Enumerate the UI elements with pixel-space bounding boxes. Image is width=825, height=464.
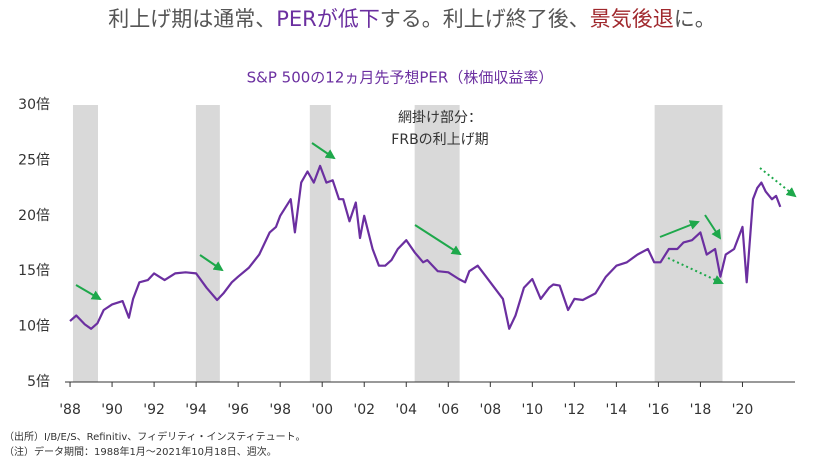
x-tick-label: '10 [521, 402, 543, 418]
x-tick-label: '96 [227, 402, 249, 418]
x-tick-label: '88 [59, 402, 81, 418]
x-tick-label: '94 [185, 402, 207, 418]
title-part: に。 [674, 7, 716, 31]
shaded-period [654, 105, 723, 382]
per-line [69, 164, 782, 330]
x-tick-label: '06 [437, 402, 459, 418]
y-tick-label: 25倍 [18, 152, 50, 168]
title-part: PERが低下 [276, 7, 380, 31]
x-tick-label: '08 [479, 402, 501, 418]
x-tick-label: '04 [395, 402, 417, 418]
x-tick-label: '14 [606, 402, 628, 418]
x-tick-label: '00 [311, 402, 333, 418]
annotation: 網掛け部分： [398, 110, 482, 126]
title-part: する。利上げ終了後、 [380, 7, 590, 31]
note: （出所）I/B/E/S、Refinitiv、フィデリティ・インスティテュート。 [4, 430, 305, 443]
shaded-period [195, 105, 220, 382]
title-part: 利上げ期は通常、 [108, 7, 276, 31]
x-tick-label: '20 [732, 402, 754, 418]
x-tick-label: '90 [101, 402, 123, 418]
note: （注）データ期間：1988年1月〜2021年10月18日、週次。 [4, 445, 277, 458]
y-tick-label: 15倍 [18, 263, 50, 279]
arrows [75, 142, 797, 301]
title-part: 景気後退 [590, 7, 674, 31]
annotation: FRBの利上げ期 [391, 132, 488, 148]
shaded-period [72, 105, 98, 382]
x-tick-label: '02 [353, 402, 375, 418]
shaded-period [414, 105, 460, 382]
chart-title: 利上げ期は通常、PERが低下する。利上げ終了後、景気後退に。 [108, 7, 716, 31]
y-tick-label: 5倍 [27, 374, 50, 390]
x-tick-label: '98 [269, 402, 291, 418]
x-tick-label: '16 [648, 402, 670, 418]
y-tick-label: 30倍 [18, 97, 50, 113]
x-tick-label: '18 [690, 402, 712, 418]
chart-subtitle: S&P 500の12ヵ月先予想PER（株価収益率） [247, 69, 554, 87]
y-tick-label: 20倍 [18, 208, 50, 224]
shaded-period [309, 105, 331, 382]
x-tick-label: '12 [564, 402, 586, 418]
y-tick-label: 10倍 [18, 319, 50, 335]
x-tick-label: '92 [143, 402, 165, 418]
